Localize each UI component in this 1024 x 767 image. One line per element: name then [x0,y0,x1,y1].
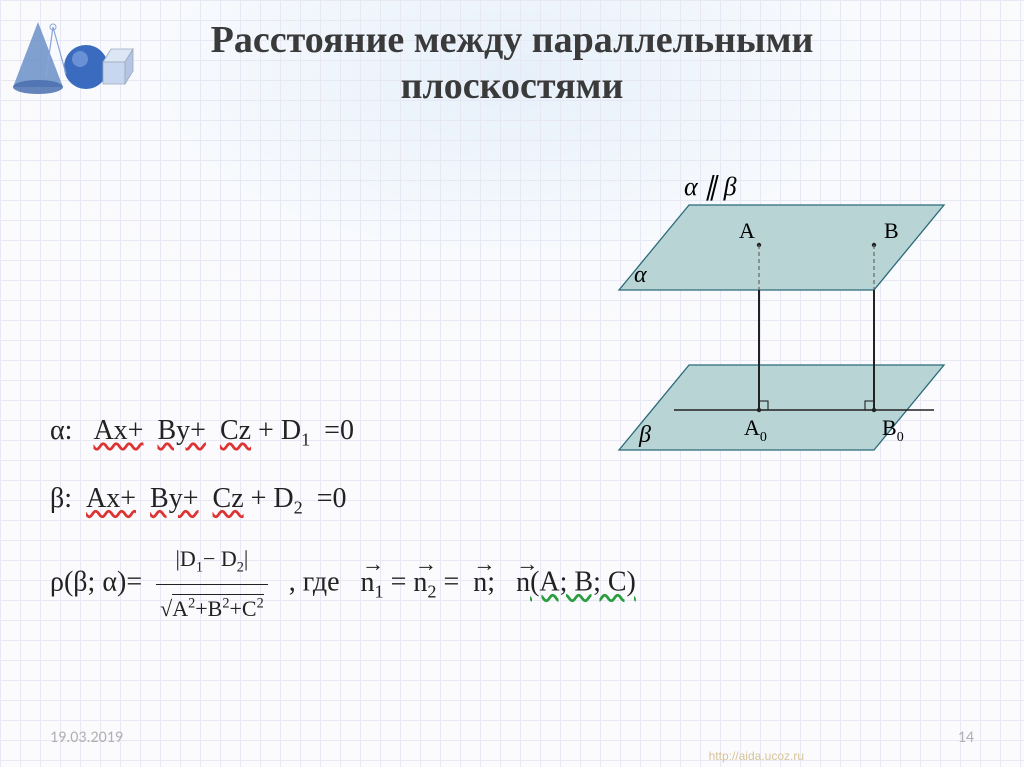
formula-alpha: α: Ax+ By+ Cz + D1 =0 [50,400,750,462]
watermark: http://aida.ucoz.ru [709,749,804,763]
formula-beta: β: Ax+ By+ Cz + D2 =0 [50,468,750,530]
plane-alpha-label: α [634,262,647,288]
title-line-1: Расстояние между параллельными [211,19,814,61]
formula-rho: ρ(β; α)= |D1− D2| √A2+B2+C2 , где n1 = n… [50,535,750,633]
footer-page-number: 14 [958,728,974,747]
formula-block: α: Ax+ By+ Cz + D1 =0 β: Ax+ By+ Cz + D2… [50,400,750,639]
slide: Расстояние между параллельными плоскостя… [0,0,1024,767]
title-line-2: плоскостями [401,65,624,107]
page-title: Расстояние между параллельными плоскостя… [0,18,1024,109]
parallel-symbol: α ∥ β [684,172,737,201]
point-a-label: A [739,218,755,243]
point-b0-label: B0 [882,415,904,445]
footer: 19.03.2019 14 [50,728,974,747]
footer-date: 19.03.2019 [50,728,123,747]
point-b-label: B [884,218,899,243]
